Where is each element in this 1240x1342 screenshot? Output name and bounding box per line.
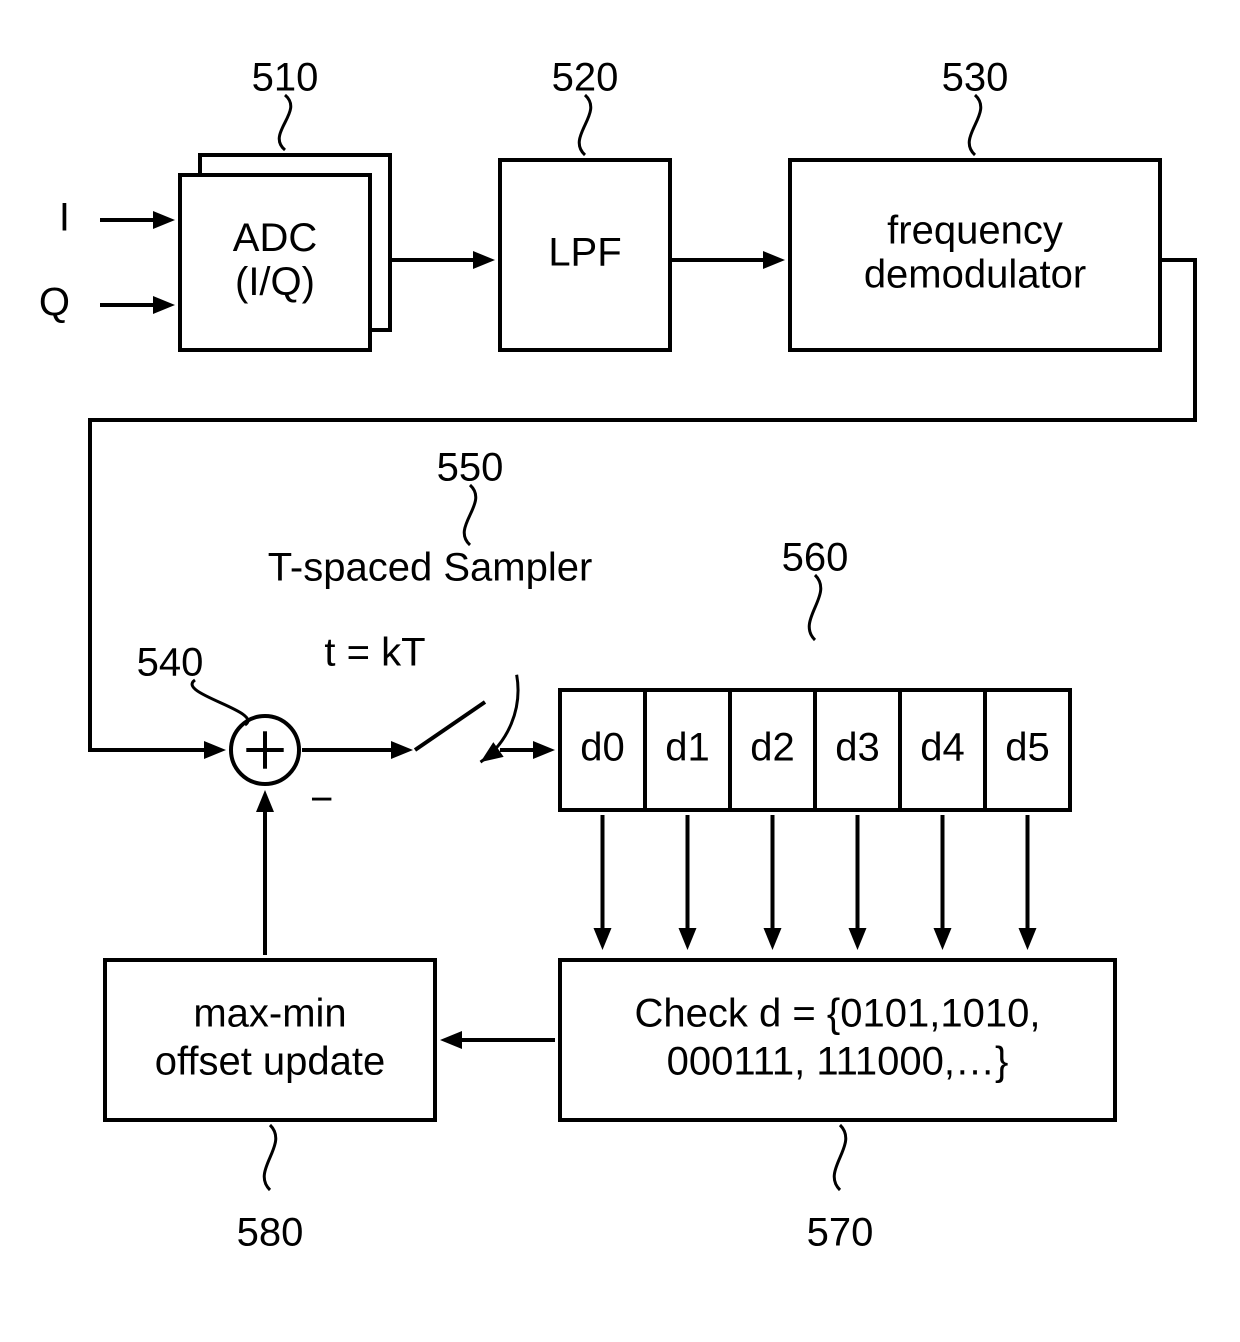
register-cell-d2-label: d2 <box>750 726 795 770</box>
sampler-time-label: t = kT <box>324 631 425 675</box>
adc-label-2: (I/Q) <box>235 260 315 304</box>
register-cell-d1-label: d1 <box>665 726 710 770</box>
sampler-title: T-spaced Sampler <box>268 546 593 590</box>
input-i-label: I <box>59 196 70 240</box>
updater-label-1: max-min <box>193 992 346 1036</box>
register-cell-d4-label: d4 <box>920 726 965 770</box>
ref-570-label: 570 <box>807 1211 874 1255</box>
ref-560-label: 560 <box>782 536 849 580</box>
demod-label-1: frequency <box>887 209 1063 253</box>
demod-label-2: demodulator <box>864 253 1086 297</box>
input-q-label: Q <box>39 281 70 325</box>
ref-520-label: 520 <box>552 56 619 100</box>
ref-550-label: 550 <box>437 446 504 490</box>
summer-minus-label: − <box>310 778 333 822</box>
adc-label-1: ADC <box>233 216 317 260</box>
updater-label-2: offset update <box>155 1040 386 1084</box>
register-cell-d5-label: d5 <box>1005 726 1050 770</box>
ref-510-label: 510 <box>252 56 319 100</box>
ref-540-label: 540 <box>137 641 204 685</box>
checker-label-2: 000111, 111000,…} <box>667 1040 1009 1084</box>
ref-580-label: 580 <box>237 1211 304 1255</box>
register-cell-d3-label: d3 <box>835 726 880 770</box>
checker-label-1: Check d = {0101,1010, <box>635 992 1041 1036</box>
lpf-label: LPF <box>548 231 621 275</box>
register-cell-d0-label: d0 <box>580 726 625 770</box>
ref-530-label: 530 <box>942 56 1009 100</box>
